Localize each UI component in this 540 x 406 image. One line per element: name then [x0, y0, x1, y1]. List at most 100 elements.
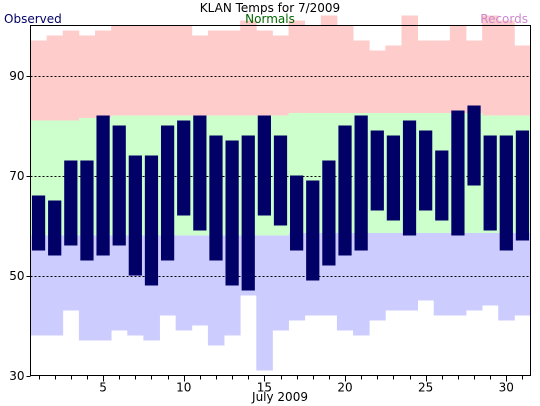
- record-high-band-day-22: [369, 50, 386, 113]
- y-tick-label-50: 50: [9, 269, 24, 283]
- observed-bar-day-1: [31, 195, 46, 251]
- record-high-band-day-8: [143, 25, 160, 116]
- record-low-band-day-1: [30, 235, 48, 336]
- x-tick-label-15: 15: [257, 381, 272, 395]
- observed-bar-day-16: [273, 135, 288, 226]
- chart-title: KLAN Temps for 7/2009: [199, 1, 341, 15]
- observed-bar-day-11: [193, 115, 207, 231]
- axis-ticks: [26, 76, 523, 382]
- observed-bar-day-31: [515, 130, 530, 241]
- record-high-band-day-3: [62, 30, 80, 121]
- record-high-band-day-7: [127, 25, 144, 116]
- observed-bar-day-3: [64, 160, 78, 246]
- observed-bar-day-10: [177, 120, 191, 216]
- record-low-band-day-6: [111, 235, 128, 331]
- record-high-band-day-25: [417, 40, 435, 113]
- record-low-band-day-29: [482, 233, 499, 306]
- record-low-band-day-31: [514, 233, 531, 316]
- record-low-band-day-26: [433, 233, 451, 316]
- observed-bar-day-15: [257, 115, 271, 216]
- observed-bar-day-8: [144, 155, 159, 286]
- x-tick-label-25: 25: [418, 381, 433, 395]
- observed-bar-day-19: [322, 160, 336, 266]
- record-high-band-day-14: [240, 20, 257, 116]
- observed-bar-day-12: [209, 135, 223, 261]
- record-low-band-day-17: [288, 233, 306, 321]
- record-low-band-day-12: [207, 235, 225, 346]
- record-high-band-day-28: [465, 40, 483, 113]
- record-low-band-day-24: [401, 233, 418, 311]
- observed-bar-day-22: [370, 130, 384, 211]
- record-low-band-day-15: [256, 235, 273, 371]
- record-low-band-day-4: [78, 235, 96, 341]
- legend-observed: Observed: [4, 12, 62, 26]
- observed-bar-day-7: [128, 155, 142, 276]
- observed-bar-day-9: [160, 125, 175, 261]
- record-high-band-day-17: [288, 20, 306, 113]
- record-low-band-day-27: [449, 233, 467, 316]
- observed-bar-day-4: [80, 160, 94, 261]
- observed-bar-day-6: [112, 125, 126, 246]
- plot-frame: [30, 25, 531, 376]
- record-low-band-day-23: [385, 233, 402, 311]
- y-tick-label-30: 30: [9, 369, 24, 383]
- observed-bar-day-23: [386, 135, 401, 221]
- record-high-band-day-5: [95, 30, 112, 118]
- y-tick-label-70: 70: [9, 169, 24, 183]
- observed-bar-day-24: [402, 120, 417, 236]
- record-high-band-day-1: [30, 40, 48, 121]
- record-high-band-day-20: [336, 25, 354, 113]
- record-high-band-day-29: [482, 15, 499, 116]
- record-low-band-day-25: [417, 233, 435, 301]
- observed-bar-day-2: [48, 200, 62, 256]
- record-high-band-day-30: [498, 20, 515, 116]
- observed-bar-day-30: [499, 135, 513, 251]
- observed-bar-day-29: [483, 135, 497, 231]
- observed-bars: [31, 105, 530, 291]
- observed-bar-day-20: [338, 125, 352, 256]
- observed-bar-day-17: [290, 175, 304, 251]
- record-low-band-day-28: [465, 233, 483, 311]
- x-tick-labels: 5 10 15 20 25 30: [99, 381, 514, 395]
- record-high-band-day-23: [385, 45, 402, 113]
- record-high-band-day-18: [304, 25, 322, 113]
- x-tick-label-30: 30: [499, 381, 514, 395]
- record-high-band-day-21: [353, 40, 370, 113]
- record-high-band-day-12: [207, 30, 225, 116]
- observed-bar-day-25: [419, 130, 433, 211]
- record-low-band-day-22: [369, 233, 386, 321]
- x-tick-label-10: 10: [176, 381, 191, 395]
- y-tick-labels: 30 50 70 90: [9, 69, 24, 383]
- legend-records: Records: [480, 12, 528, 26]
- record-high-band-day-2: [46, 35, 64, 121]
- observed-bar-day-26: [435, 150, 449, 221]
- record-low-band-day-10: [175, 235, 193, 331]
- observed-bar-day-5: [96, 115, 110, 256]
- record-low-band-day-2: [46, 235, 64, 336]
- records-bands: [30, 15, 531, 371]
- x-tick-label-20: 20: [337, 381, 352, 395]
- x-axis-label: July 2009: [251, 390, 308, 404]
- record-low-band-day-3: [62, 235, 80, 311]
- record-high-band-day-26: [433, 40, 451, 113]
- record-high-band-day-31: [514, 45, 531, 116]
- record-high-band-day-15: [256, 30, 273, 116]
- observed-bar-day-14: [241, 135, 255, 291]
- record-low-band-day-20: [336, 233, 354, 331]
- record-high-band-day-11: [191, 35, 209, 116]
- record-high-band-day-19: [320, 15, 338, 113]
- record-high-band-day-16: [272, 35, 289, 116]
- observed-bar-day-18: [306, 180, 320, 281]
- record-high-band-day-6: [111, 25, 128, 116]
- y-tick-label-90: 90: [9, 69, 24, 83]
- legend-normals: Normals: [245, 12, 295, 26]
- observed-bar-day-13: [225, 140, 239, 286]
- record-high-band-day-13: [224, 30, 241, 116]
- observed-bar-day-28: [467, 105, 481, 186]
- record-high-band-day-27: [449, 25, 467, 113]
- record-high-band-day-10: [175, 25, 193, 116]
- record-low-band-day-16: [272, 235, 289, 331]
- record-low-band-day-21: [353, 233, 370, 336]
- record-high-band-day-9: [159, 25, 177, 116]
